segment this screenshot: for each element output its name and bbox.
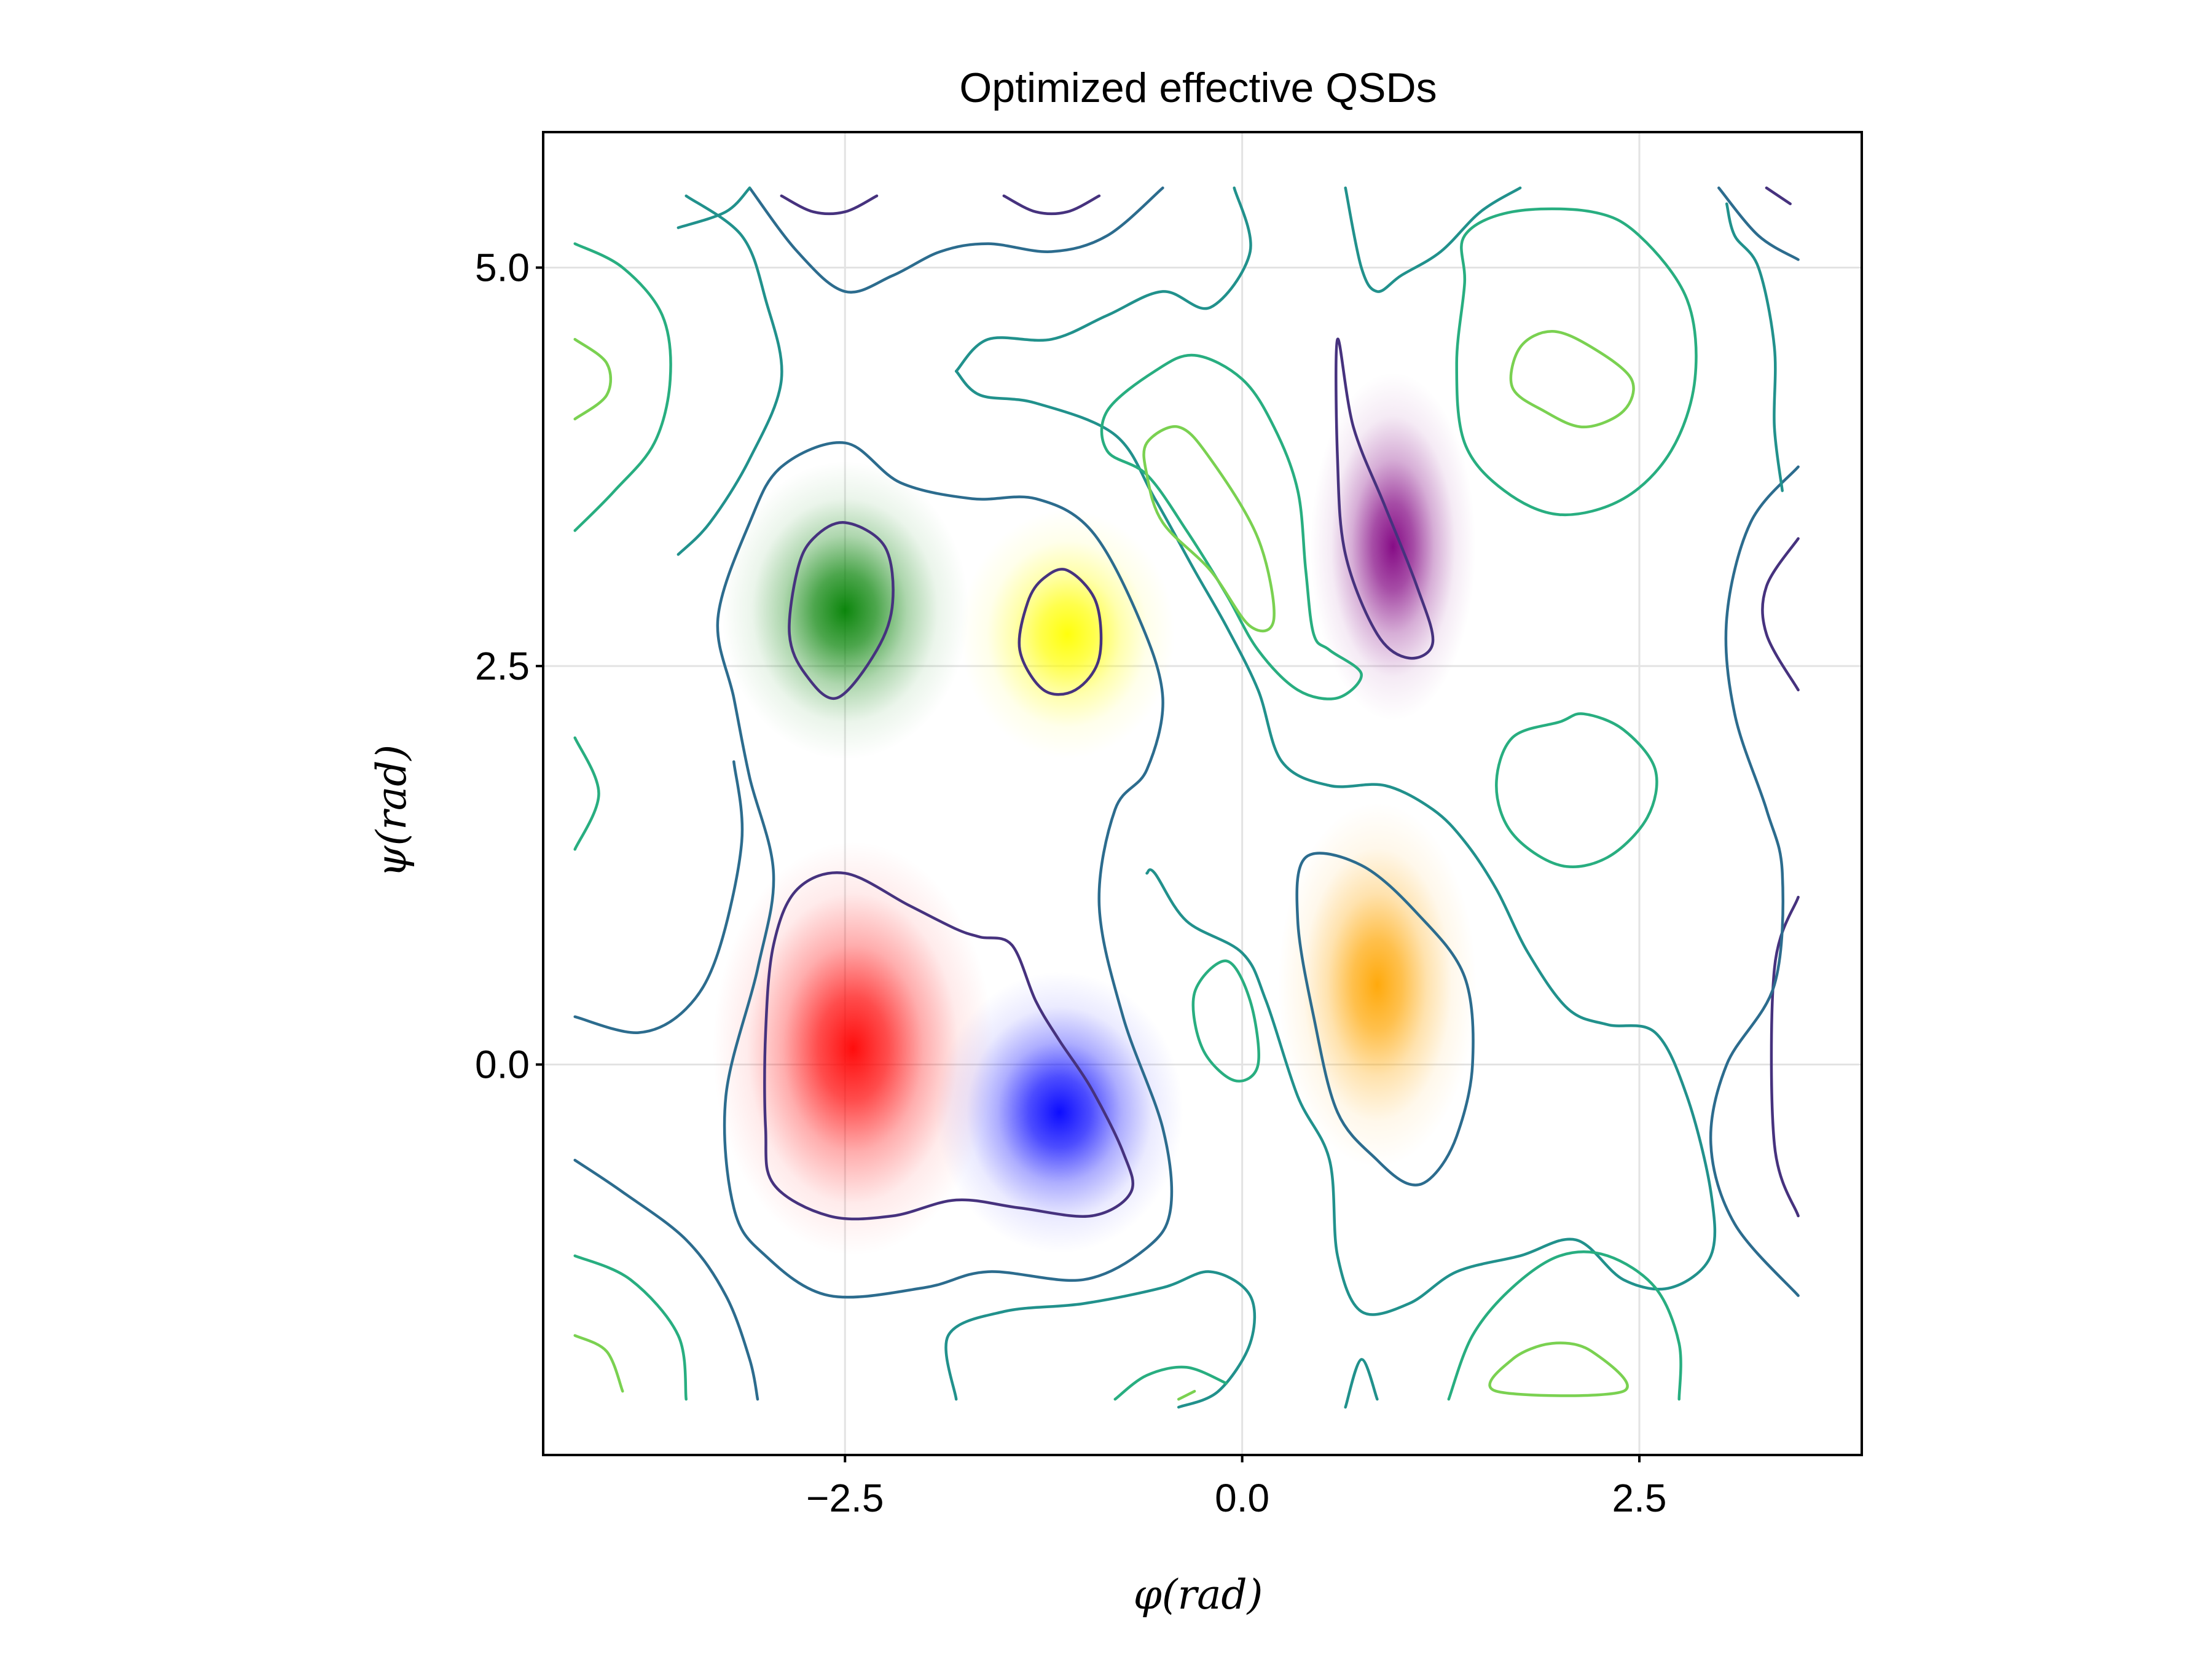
density-blob	[721, 461, 969, 759]
contour-line	[1447, 1250, 1682, 1401]
plot-frame	[542, 131, 1863, 1456]
x-tick-label: −2.5	[806, 1476, 884, 1520]
contour-line	[1344, 186, 1522, 293]
x-axis-label: φ(rad)	[1134, 1571, 1263, 1618]
contour-line	[1709, 465, 1800, 1297]
y-axis-ticks: 0.0 2.5 5.0	[475, 245, 543, 1086]
contour-line	[1761, 537, 1800, 692]
contour-line	[788, 521, 895, 700]
contour-layer	[573, 186, 1800, 1409]
density-blob	[1278, 802, 1477, 1167]
contour-line	[1191, 959, 1260, 1083]
contour-line	[1725, 202, 1784, 492]
y-tick-label: 5.0	[475, 245, 530, 289]
contour-line	[573, 1254, 688, 1401]
contour-line	[677, 186, 751, 229]
y-axis-label: ψ(rad)	[368, 745, 415, 877]
contour-line	[1488, 1341, 1629, 1397]
contour-line	[573, 337, 613, 421]
contour-line	[716, 441, 1174, 1299]
grid-lines	[543, 132, 1862, 1455]
contour-line	[954, 369, 1717, 1316]
contour-line	[780, 194, 879, 216]
contour-line	[677, 194, 783, 556]
density-blob	[712, 841, 994, 1256]
contour-line	[944, 1270, 1257, 1409]
contour-line	[573, 736, 600, 851]
x-axis-ticks: −2.5 0.0 2.5	[806, 1455, 1667, 1520]
contour-line	[1455, 207, 1698, 517]
contour-line	[1335, 337, 1435, 660]
contour-line	[1495, 712, 1658, 868]
x-tick-label: 0.0	[1215, 1476, 1269, 1520]
density-blob	[1310, 372, 1476, 721]
density-layer	[712, 372, 1477, 1256]
contour-line	[748, 186, 1164, 294]
contour-line	[1295, 852, 1475, 1186]
contour-line	[1018, 568, 1103, 696]
contour-line	[1509, 329, 1635, 429]
contour-line	[1142, 425, 1276, 633]
contour-line	[1002, 194, 1101, 216]
y-tick-label: 2.5	[475, 644, 530, 688]
contour-line	[573, 242, 672, 532]
contour-line	[573, 1334, 624, 1393]
y-tick-label: 0.0	[475, 1042, 530, 1086]
contour-line	[954, 186, 1252, 373]
density-blob	[935, 971, 1183, 1253]
density-blob	[960, 509, 1175, 759]
contour-line	[573, 760, 744, 1034]
x-tick-label: 2.5	[1612, 1476, 1667, 1520]
contour-line	[1765, 186, 1792, 205]
contour-line	[1770, 895, 1800, 1218]
chart-title: Optimized effective QSDs	[959, 65, 1437, 111]
contour-line	[763, 871, 1135, 1221]
contour-line	[1344, 1358, 1379, 1409]
contour-line	[1717, 186, 1800, 261]
contour-line	[573, 1158, 759, 1401]
contour-line	[1177, 1389, 1196, 1401]
contour-line	[1100, 353, 1363, 700]
contour-line	[1113, 1365, 1228, 1401]
